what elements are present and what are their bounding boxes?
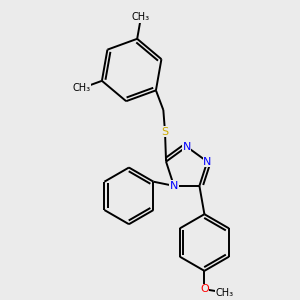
Text: N: N xyxy=(170,181,178,191)
Text: N: N xyxy=(203,157,212,166)
Text: CH₃: CH₃ xyxy=(132,13,150,22)
Text: N: N xyxy=(182,142,191,152)
Text: S: S xyxy=(161,127,169,137)
Text: CH₃: CH₃ xyxy=(215,287,233,298)
Text: CH₃: CH₃ xyxy=(73,83,91,93)
Text: O: O xyxy=(200,284,209,294)
